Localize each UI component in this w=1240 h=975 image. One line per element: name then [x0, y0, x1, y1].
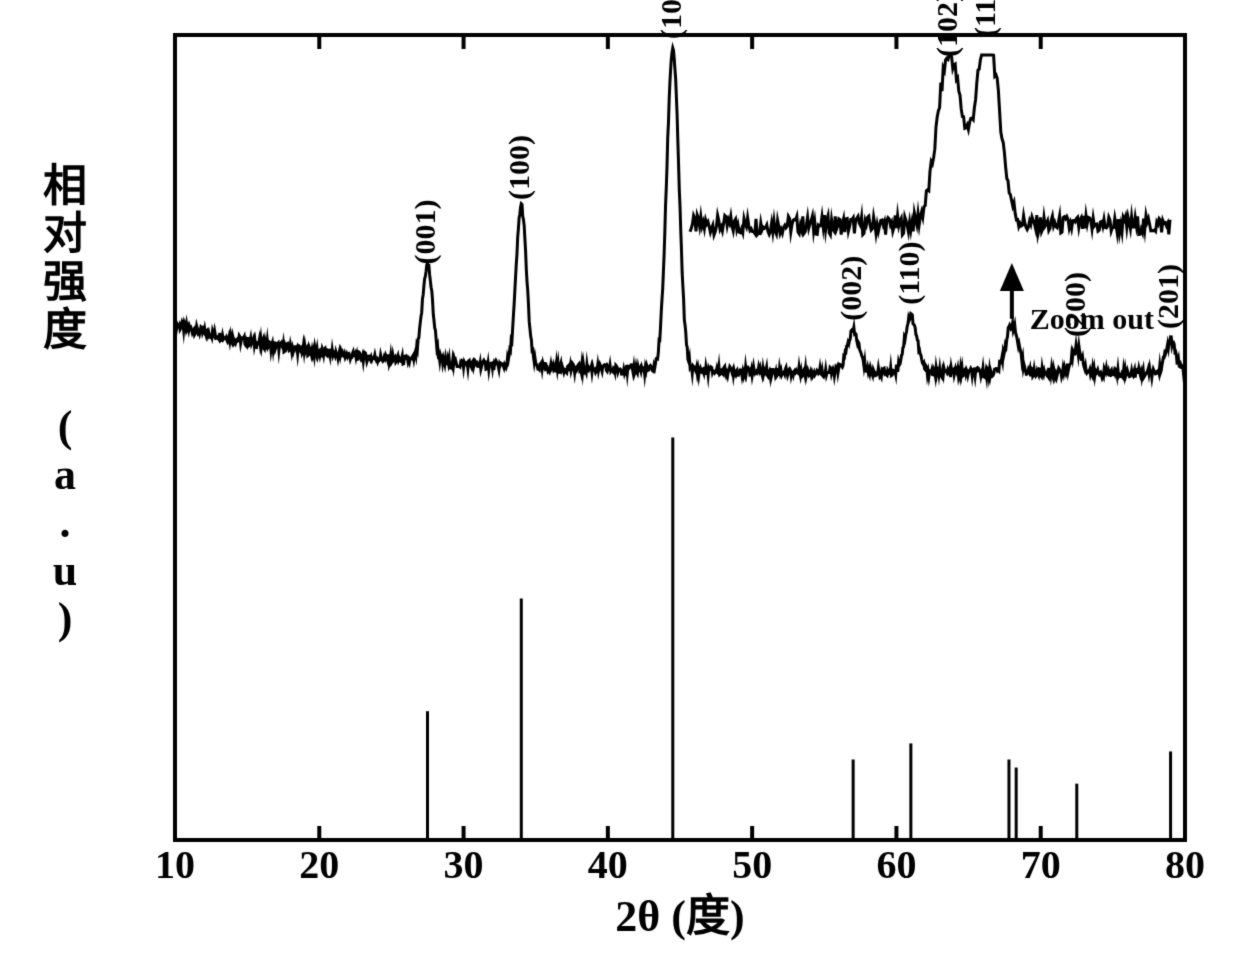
- xrd-chart: [0, 0, 1240, 975]
